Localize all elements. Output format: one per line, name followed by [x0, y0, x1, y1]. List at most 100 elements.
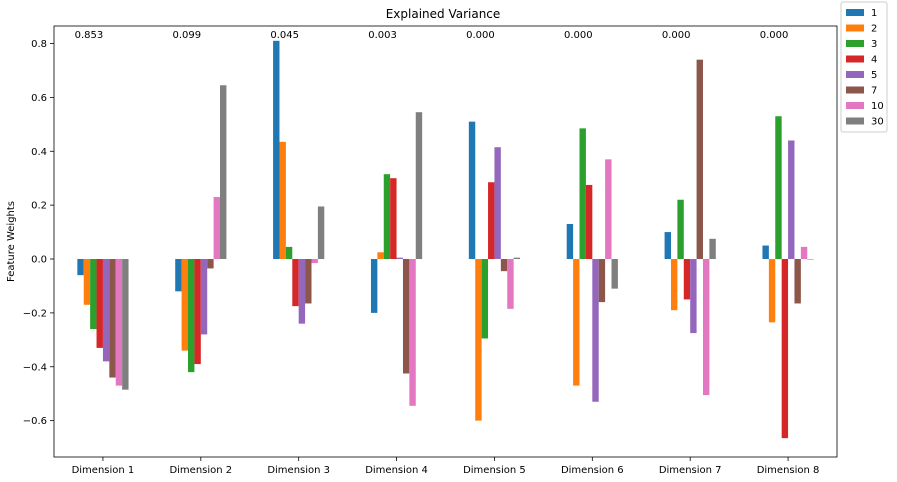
- bar-series-5-dimension-6: [592, 259, 599, 402]
- legend-swatch-3: [846, 40, 864, 47]
- bar-series-30-dimension-7: [709, 238, 716, 260]
- legend-swatch-1: [846, 9, 864, 16]
- explained-variance-annotation: 0.000: [466, 30, 495, 41]
- axes-frame: [53, 25, 838, 458]
- bar-series-4-dimension-4: [390, 178, 397, 260]
- bar-series-1-dimension-2: [175, 259, 182, 292]
- bar-series-10-dimension-6: [605, 159, 612, 260]
- bar-series-2-dimension-8: [768, 259, 776, 323]
- bar-series-4-dimension-6: [585, 184, 593, 260]
- legend-swatch-4: [846, 55, 864, 63]
- x-tick-label: Dimension 8: [757, 465, 820, 476]
- bar-series-7-dimension-4: [402, 259, 410, 374]
- y-tick-label: −0.2: [23, 308, 47, 319]
- y-tick-label: 0.8: [31, 39, 47, 50]
- x-tick-label: Dimension 2: [169, 465, 232, 476]
- legend-label-4: 4: [871, 55, 877, 66]
- bar-series-4-dimension-8: [781, 259, 789, 439]
- bar-series-5-dimension-7: [690, 259, 697, 334]
- bar-series-2-dimension-7: [670, 259, 678, 311]
- legend-swatch-5: [846, 71, 864, 78]
- legend-swatch-7: [846, 86, 864, 94]
- explained-variance-annotation: 0.000: [760, 30, 789, 41]
- bar-series-4-dimension-5: [488, 182, 495, 260]
- explained-variance-annotation: 0.853: [75, 30, 104, 41]
- plot-area: 0.8 0.6 0.4 0.2 0.0 −0.2 −0.4 −0.6 Feature Weigh…: [6, 25, 838, 476]
- legend-label-3: 3: [871, 39, 877, 50]
- legend-label-10: 10: [871, 101, 884, 112]
- bar-series-10-dimension-5: [507, 259, 514, 309]
- x-tick-label: Dimension 7: [659, 465, 722, 476]
- bar-series-3-dimension-8: [775, 116, 782, 260]
- bar-series-3-dimension-5: [481, 259, 489, 339]
- bar-series-2-dimension-5: [475, 259, 482, 421]
- legend-swatch-30: [846, 117, 864, 125]
- bar-series-1-dimension-6: [566, 223, 574, 260]
- bar-series-4-dimension-3: [292, 259, 299, 307]
- bar-series-30-dimension-1: [122, 259, 129, 390]
- x-tick-label: Dimension 5: [463, 465, 526, 476]
- bar-series-2-dimension-1: [83, 259, 91, 305]
- x-tick-label: Dimension 6: [561, 465, 624, 476]
- bar-series-4-dimension-1: [96, 259, 103, 348]
- bar-series-30-dimension-6: [611, 259, 618, 289]
- bar-series-5-dimension-8: [788, 140, 795, 260]
- bar-series-5-dimension-4: [396, 257, 403, 260]
- bar-series-10-dimension-8: [800, 246, 808, 260]
- bar-series-1-dimension-1: [77, 259, 84, 276]
- bar-series-5-dimension-2: [200, 259, 208, 335]
- legend-box: [840, 1, 888, 133]
- bar-series-30-dimension-8: [807, 259, 814, 260]
- bar-series-7-dimension-6: [598, 259, 606, 303]
- explained-variance-annotation: 0.000: [564, 30, 593, 41]
- bar-series-4-dimension-2: [194, 259, 201, 365]
- y-tick-label: 0.0: [31, 255, 47, 266]
- bar-series-30-dimension-2: [220, 85, 227, 260]
- bar-series-10-dimension-2: [213, 197, 221, 260]
- bar-series-3-dimension-1: [90, 259, 97, 330]
- bar-series-1-dimension-4: [370, 259, 378, 313]
- y-tick-label: 0.4: [31, 147, 47, 158]
- bar-series-1-dimension-5: [468, 121, 476, 260]
- x-tick-label: Dimension 1: [72, 465, 135, 476]
- explained-variance-annotation: 0.003: [368, 30, 397, 41]
- bar-series-30-dimension-4: [415, 112, 423, 260]
- bar-series-7-dimension-3: [305, 259, 312, 304]
- bar-series-1-dimension-3: [273, 40, 280, 260]
- bar-series-10-dimension-3: [311, 259, 318, 264]
- y-tick-label: 0.2: [31, 201, 47, 212]
- explained-variance-annotation: 0.000: [662, 30, 691, 41]
- legend-swatch-10: [846, 102, 864, 109]
- bar-series-2-dimension-2: [181, 259, 189, 351]
- bar-series-1-dimension-7: [664, 232, 671, 260]
- bar-series-3-dimension-2: [188, 259, 195, 373]
- legend: 1 2 3 4 5 7 10 30: [840, 1, 888, 133]
- bar-series-10-dimension-4: [409, 259, 416, 406]
- bar-series-7-dimension-2: [207, 259, 214, 269]
- y-tick-label: −0.6: [23, 416, 47, 427]
- bar-series-7-dimension-8: [794, 259, 801, 304]
- legend-label-1: 1: [871, 8, 877, 19]
- bar-series-3-dimension-3: [285, 246, 293, 260]
- y-axis-label: Feature Weights: [6, 201, 17, 282]
- bar-series-10-dimension-7: [702, 259, 710, 396]
- legend-swatch-2: [846, 24, 864, 32]
- bar-series-2-dimension-3: [279, 141, 286, 260]
- bar-series-5-dimension-5: [494, 147, 501, 260]
- explained-variance-annotation: 0.099: [172, 30, 201, 41]
- explained-variance-annotation: 0.045: [270, 30, 299, 41]
- bar-series-5-dimension-1: [102, 259, 110, 362]
- bar-series-2-dimension-6: [573, 259, 580, 386]
- bar-series-3-dimension-7: [677, 199, 684, 260]
- x-tick-label: Dimension 3: [267, 465, 330, 476]
- legend-label-5: 5: [871, 70, 877, 81]
- bar-series-3-dimension-4: [383, 174, 391, 260]
- bar-series-4-dimension-7: [683, 259, 691, 300]
- bar-series-5-dimension-3: [298, 259, 306, 324]
- bar-series-3-dimension-6: [579, 128, 586, 260]
- bar-series-1-dimension-8: [762, 245, 769, 260]
- bar-series-7-dimension-7: [696, 59, 703, 260]
- y-tick-label: 0.6: [31, 93, 47, 104]
- bar-series-2-dimension-4: [377, 252, 384, 260]
